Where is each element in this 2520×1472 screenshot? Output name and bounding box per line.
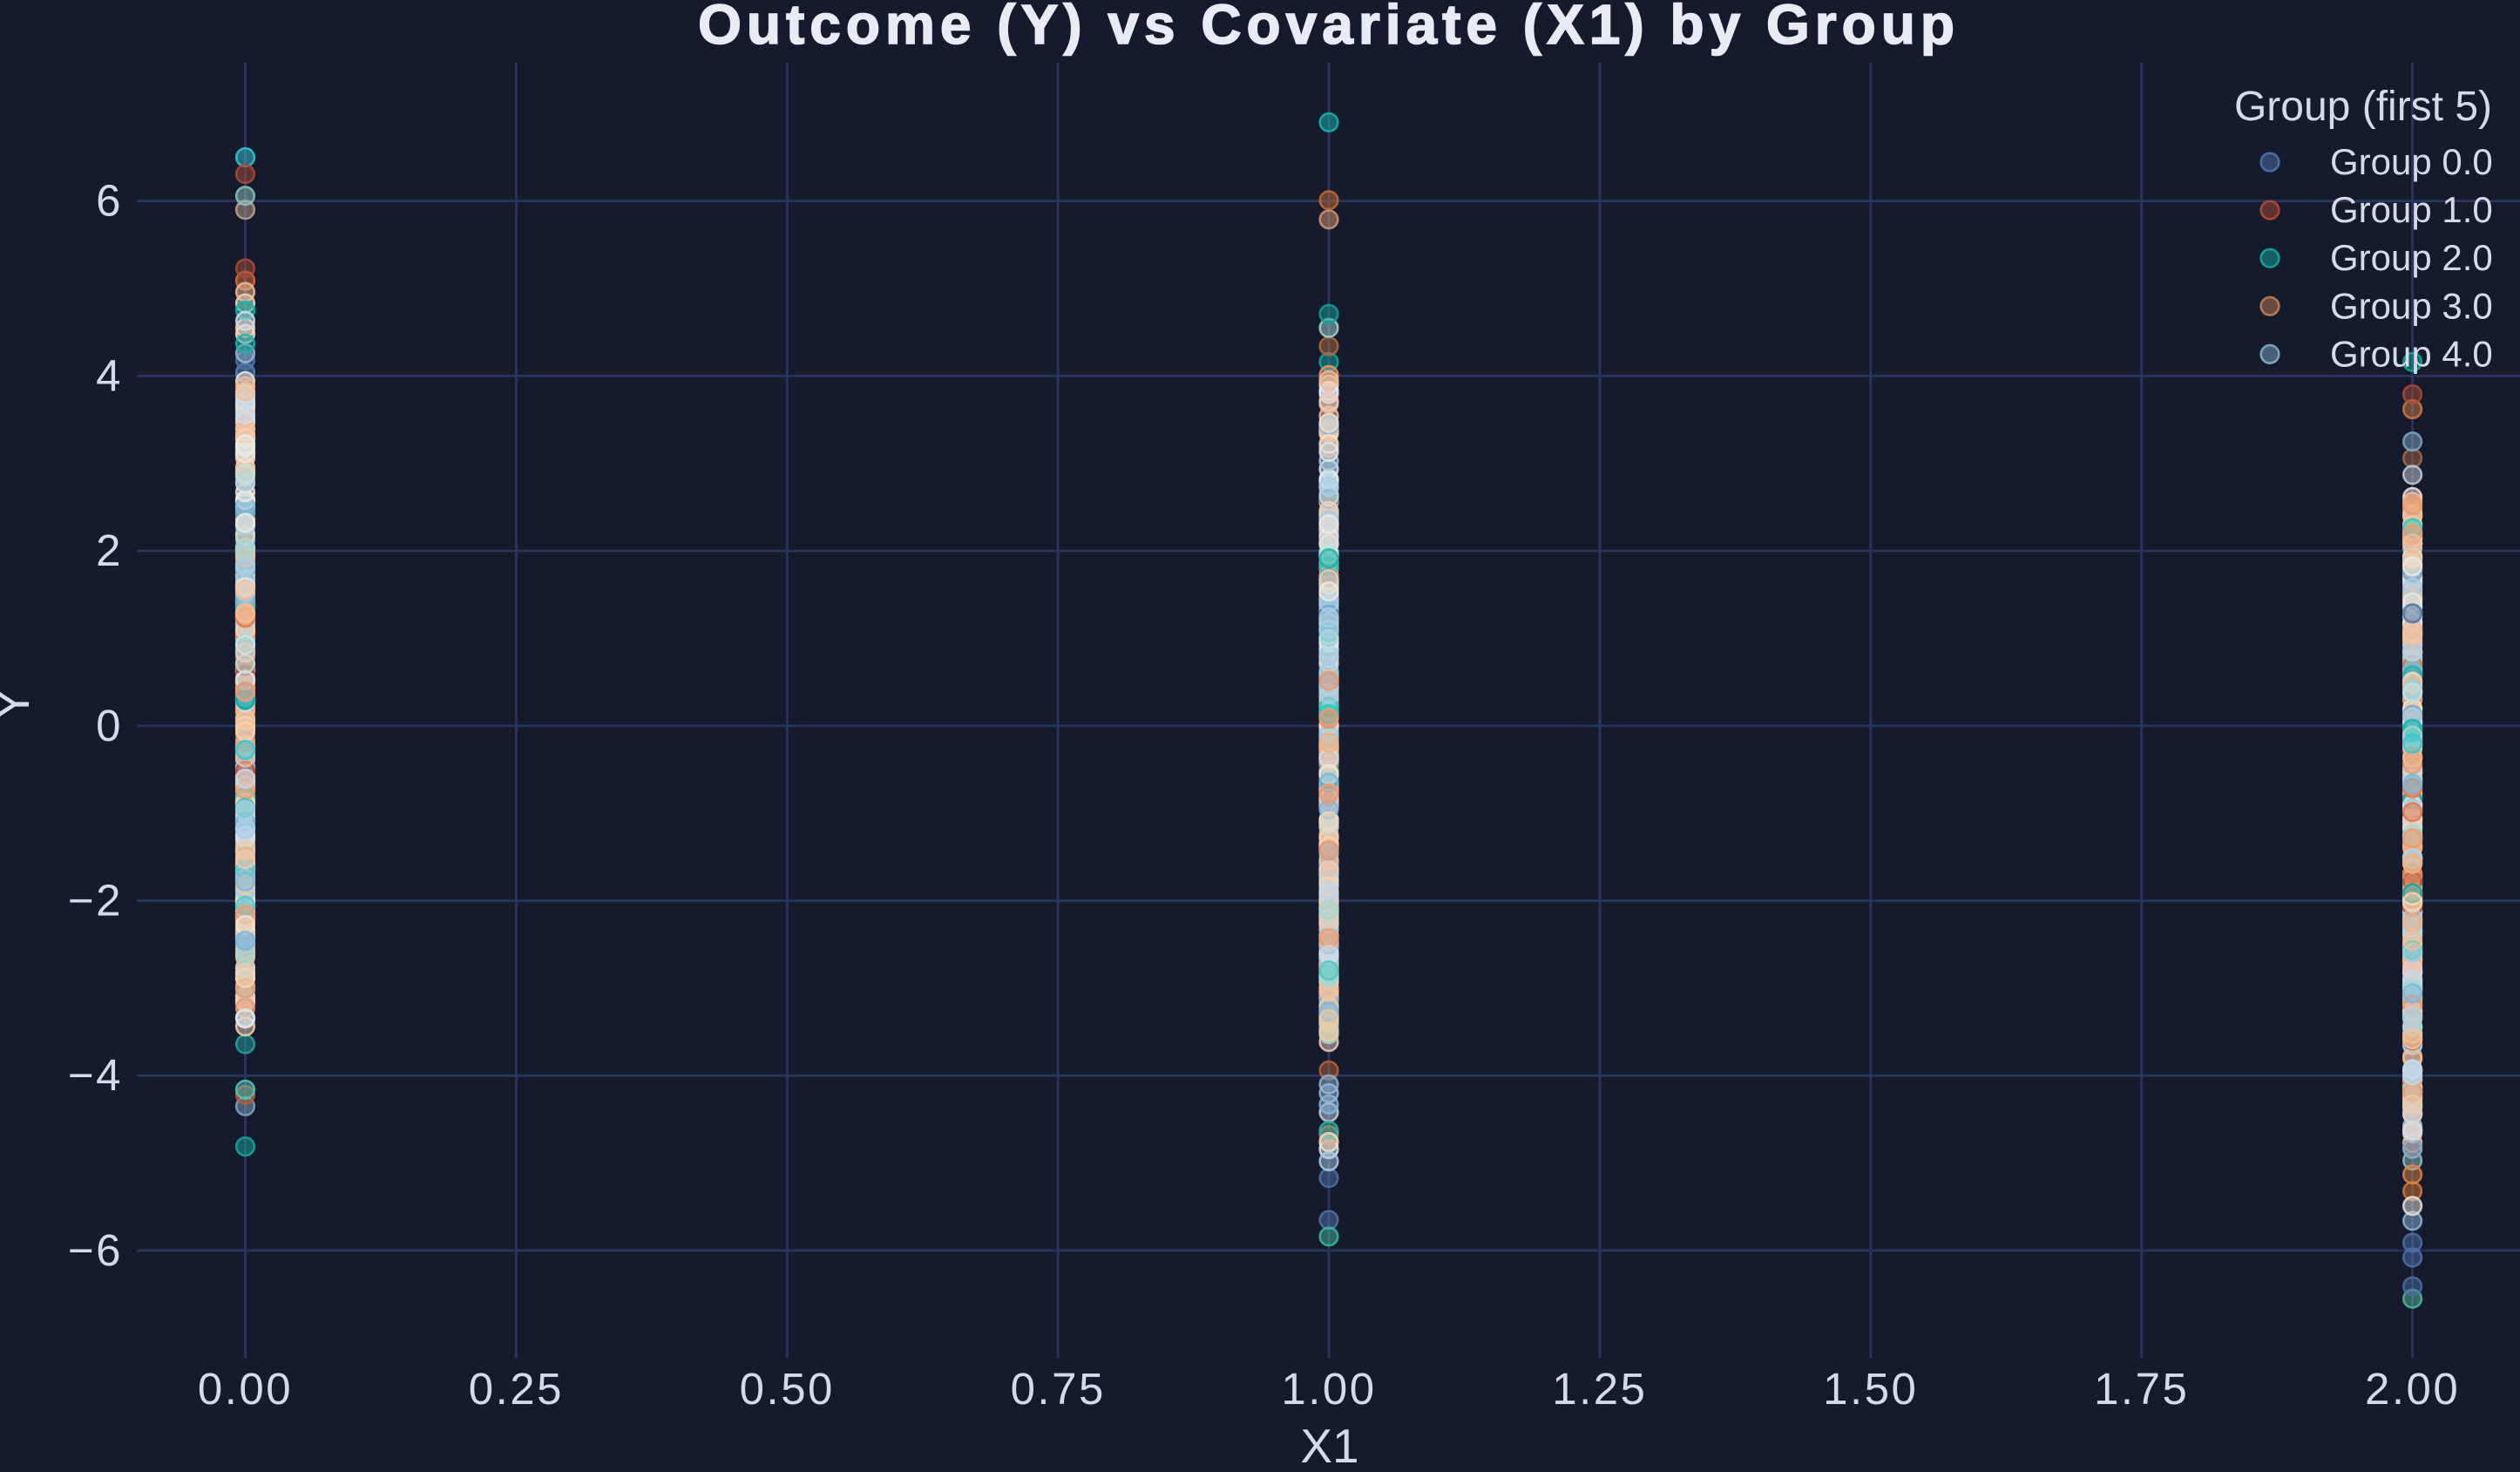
svg-text:Group 0.0: Group 0.0 [2330,141,2493,182]
svg-text:0.00: 0.00 [198,1364,293,1414]
svg-text:X1: X1 [1300,1419,1358,1472]
svg-text:−4: −4 [68,1050,123,1100]
svg-text:6: 6 [96,176,123,226]
svg-text:1.25: 1.25 [1552,1364,1647,1414]
svg-text:−2: −2 [68,876,123,926]
svg-text:0.50: 0.50 [740,1364,835,1414]
svg-text:4: 4 [96,350,123,400]
svg-text:1.50: 1.50 [1823,1364,1918,1414]
svg-text:Group 2.0: Group 2.0 [2330,237,2493,278]
svg-text:1.00: 1.00 [1281,1364,1376,1414]
svg-text:Y: Y [0,689,39,721]
svg-text:0.25: 0.25 [469,1364,564,1414]
svg-text:2: 2 [96,526,123,575]
svg-text:0: 0 [96,701,123,750]
svg-text:Group 3.0: Group 3.0 [2330,285,2493,326]
svg-text:Group 4.0: Group 4.0 [2330,333,2493,374]
svg-text:Group (first 5): Group (first 5) [2234,84,2492,130]
svg-text:0.75: 0.75 [1011,1364,1106,1414]
svg-text:1.75: 1.75 [2094,1364,2189,1414]
svg-text:2.00: 2.00 [2365,1364,2460,1414]
svg-text:Group 1.0: Group 1.0 [2330,189,2493,230]
svg-text:−6: −6 [68,1225,123,1275]
svg-text:Outcome (Y) vs Covariate (X1): Outcome (Y) vs Covariate (X1) by Group [698,0,1960,56]
